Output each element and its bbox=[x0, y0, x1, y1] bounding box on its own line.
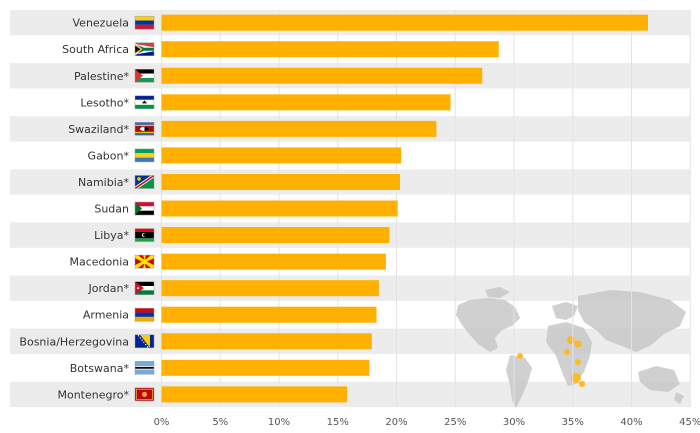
x-tick-label: 15% bbox=[327, 417, 349, 428]
x-tick-label: 35% bbox=[562, 417, 584, 428]
bar[interactable] bbox=[161, 120, 437, 137]
row-stripe bbox=[10, 381, 690, 408]
bar[interactable] bbox=[161, 14, 648, 31]
x-tick-label: 0% bbox=[154, 417, 170, 428]
category-label: Montenegro* bbox=[57, 388, 129, 401]
flag-macedonia-icon bbox=[134, 254, 155, 269]
bar[interactable] bbox=[161, 306, 377, 323]
flag-palestine-icon bbox=[134, 69, 155, 83]
x-tick-label: 25% bbox=[444, 417, 466, 428]
category-label: Swaziland* bbox=[68, 123, 129, 136]
category-label: Botswana* bbox=[70, 362, 130, 375]
flag-south-africa-icon bbox=[134, 42, 155, 56]
category-label: Palestine* bbox=[74, 70, 130, 83]
flag-libya-icon bbox=[134, 228, 155, 242]
flag-swaziland-icon bbox=[134, 122, 155, 136]
category-label: Jordan* bbox=[88, 282, 130, 295]
category-label: Namibia* bbox=[78, 176, 130, 189]
category-label: South Africa bbox=[62, 43, 129, 56]
bar[interactable] bbox=[161, 200, 398, 217]
flag-gabon-icon bbox=[134, 148, 155, 163]
flag-jordan-icon bbox=[134, 281, 155, 295]
bar[interactable] bbox=[161, 94, 451, 111]
flag-armenia-icon bbox=[134, 307, 155, 322]
x-tick-label: 30% bbox=[503, 417, 525, 428]
flag-botswana-icon bbox=[134, 361, 155, 375]
flag-bosnia-herzegovina-icon bbox=[134, 334, 155, 349]
bar[interactable] bbox=[161, 173, 401, 190]
flag-venezuela-icon bbox=[134, 15, 155, 30]
category-label: Lesotho* bbox=[80, 96, 129, 109]
category-label: Macedonia bbox=[69, 256, 129, 269]
x-tick-label: 20% bbox=[385, 417, 407, 428]
flag-montenegro-icon bbox=[134, 387, 155, 402]
flag-namibia-icon bbox=[134, 175, 155, 189]
bar[interactable] bbox=[161, 280, 379, 297]
category-label: Sudan bbox=[94, 203, 129, 216]
category-label: Venezuela bbox=[73, 17, 130, 30]
category-label: Bosnia/Herzegovina bbox=[19, 335, 129, 348]
category-label: Armenia bbox=[83, 309, 129, 322]
x-tick-label: 5% bbox=[212, 417, 228, 428]
x-tick-label: 10% bbox=[268, 417, 290, 428]
x-tick-label: 40% bbox=[620, 417, 642, 428]
flag-lesotho-icon bbox=[134, 95, 155, 110]
bar[interactable] bbox=[161, 359, 370, 376]
bar[interactable] bbox=[161, 227, 390, 244]
bar[interactable] bbox=[161, 386, 348, 403]
bar[interactable] bbox=[161, 41, 499, 58]
x-tick-label: 45% bbox=[679, 417, 700, 428]
bar[interactable] bbox=[161, 67, 483, 84]
category-label: Gabon* bbox=[88, 149, 130, 162]
flag-sudan-icon bbox=[134, 201, 155, 216]
bar[interactable] bbox=[161, 333, 372, 350]
category-label: Libya* bbox=[94, 229, 129, 242]
bar[interactable] bbox=[161, 253, 386, 270]
bar[interactable] bbox=[161, 147, 402, 164]
